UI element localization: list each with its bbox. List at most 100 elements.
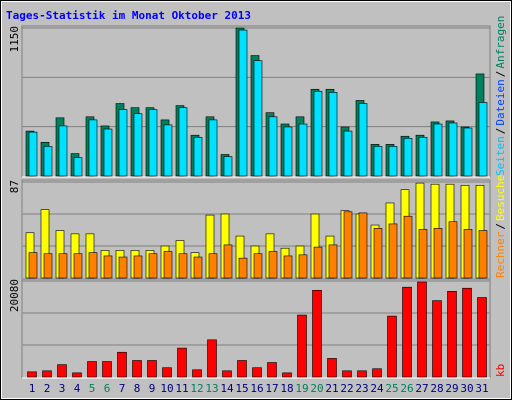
bar: [163, 251, 173, 279]
bar: [223, 156, 233, 177]
bar: [313, 246, 323, 279]
x-tick-label: 17: [265, 382, 278, 395]
bar: [388, 146, 398, 177]
legend-entry: Rechner: [494, 231, 507, 278]
bar: [223, 244, 233, 279]
bar: [387, 315, 397, 378]
x-tick-label: 2: [44, 382, 51, 395]
x-tick-label: 18: [280, 382, 293, 395]
bar: [103, 128, 113, 177]
x-tick-label: 21: [325, 382, 338, 395]
panel: [21, 278, 491, 379]
bar: [327, 358, 337, 378]
x-tick-label: 12: [190, 382, 203, 395]
bar: [373, 146, 383, 177]
bar: [402, 286, 412, 378]
bar: [207, 339, 217, 378]
bar: [72, 372, 82, 378]
bar: [28, 131, 38, 177]
legend-separator: /: [494, 128, 507, 135]
bar: [27, 371, 37, 378]
bar: [372, 368, 382, 378]
x-tick-label: 13: [205, 382, 218, 395]
bar: [388, 223, 398, 279]
bar: [253, 60, 263, 177]
bar: [148, 253, 158, 279]
bar: [117, 351, 127, 378]
bar: [133, 255, 143, 279]
bar: [148, 109, 158, 177]
bar: [418, 136, 428, 177]
bar: [463, 229, 473, 279]
bar: [43, 146, 53, 177]
bar: [193, 256, 203, 279]
legend-entry: Seiten: [494, 136, 507, 176]
bar: [28, 252, 38, 279]
bar: [432, 300, 442, 378]
bar: [88, 252, 98, 279]
y-tick-label: 87: [8, 180, 21, 193]
bar: [313, 91, 323, 177]
bar: [208, 119, 218, 177]
bar: [238, 29, 248, 177]
bar: [417, 281, 427, 378]
x-tick-label: 22: [340, 382, 353, 395]
x-tick-label: 14: [220, 382, 234, 395]
legend: Seiten/Dateien/Anfragen: [494, 16, 507, 176]
bar: [448, 221, 458, 279]
x-tick-label: 27: [415, 382, 428, 395]
bar: [57, 364, 67, 378]
bar: [328, 92, 338, 177]
x-tick-label: 1: [29, 382, 36, 395]
bar: [253, 253, 263, 279]
bar: [267, 362, 277, 378]
bar: [268, 116, 278, 177]
bar: [58, 253, 68, 279]
bar: [42, 370, 52, 378]
bar: [162, 367, 172, 378]
x-tick-label: 31: [475, 382, 488, 395]
bar: [118, 256, 128, 279]
bar: [102, 361, 112, 378]
x-tick-label: 5: [89, 382, 96, 395]
bar: [463, 127, 473, 177]
y-tick-label: 20080: [8, 279, 21, 312]
bar: [448, 122, 458, 177]
bar: [343, 130, 353, 177]
legend-separator: /: [494, 71, 507, 78]
bar: [358, 103, 368, 177]
bar: [222, 370, 232, 378]
bar: [73, 253, 83, 279]
bar: [312, 289, 322, 378]
bar: [282, 372, 292, 378]
bar: [403, 137, 413, 177]
bar: [342, 370, 352, 378]
x-tick-label: 4: [74, 382, 81, 395]
bar: [87, 361, 97, 378]
bar: [283, 126, 293, 177]
legend: kb: [494, 364, 507, 377]
bar: [462, 287, 472, 378]
bar: [373, 228, 383, 279]
bar: [403, 215, 413, 279]
bar: [178, 253, 188, 279]
bar: [298, 254, 308, 279]
x-tick-label: 23: [355, 382, 368, 395]
bar: [478, 230, 488, 279]
x-tick-label: 30: [460, 382, 473, 395]
x-tick-label: 11: [175, 382, 188, 395]
x-tick-label: 10: [160, 382, 173, 395]
x-tick-label: 6: [104, 382, 111, 395]
bar: [447, 291, 457, 378]
bar: [298, 123, 308, 177]
bar: [297, 314, 307, 378]
bar: [88, 119, 98, 177]
x-tick-label: 24: [370, 382, 384, 395]
x-tick-label: 19: [295, 382, 308, 395]
bar: [192, 369, 202, 378]
bar: [147, 360, 157, 378]
legend-entry: kb: [494, 364, 507, 377]
x-tick-label: 9: [149, 382, 156, 395]
bar: [477, 297, 487, 378]
